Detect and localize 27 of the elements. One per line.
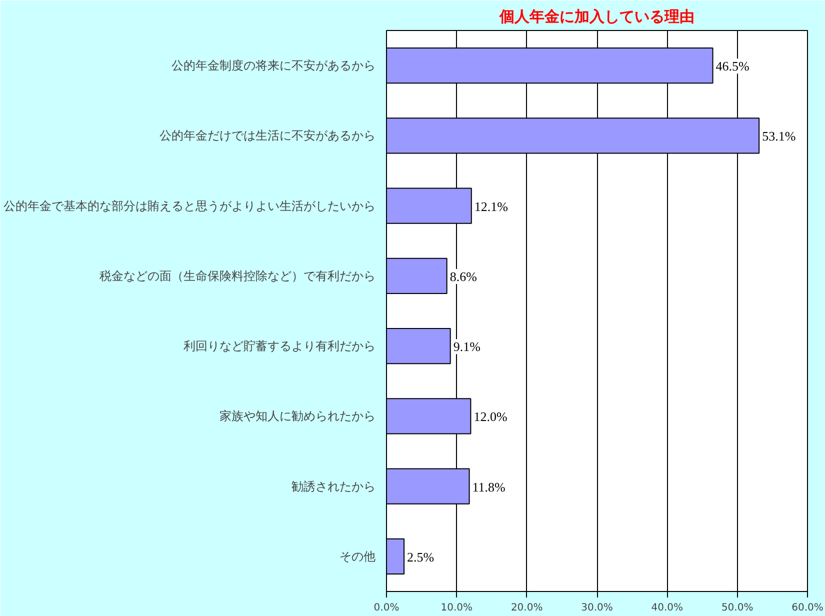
bar <box>386 328 451 364</box>
bar <box>386 258 448 294</box>
y-tick-label: 勧誘されたから <box>292 479 376 494</box>
data-label: 12.0% <box>474 409 508 424</box>
y-tick-label: 税金などの面（生命保険料控除など）で有利だから <box>100 268 376 283</box>
data-label: 11.8% <box>472 479 506 494</box>
y-tick-label: 公的年金で基本的な部分は賄えると思うがよりよい生活がしたいから <box>4 198 376 213</box>
data-label: 2.5% <box>407 549 434 564</box>
x-tick-label: 10.0% <box>440 602 473 614</box>
x-tick-label: 60.0% <box>792 602 824 614</box>
bar <box>386 538 405 574</box>
x-tick-label: 20.0% <box>510 602 543 614</box>
data-label: 9.1% <box>453 339 481 354</box>
y-tick-label: 公的年金制度の将来に不安があるから <box>172 58 376 73</box>
data-label: 53.1% <box>762 128 796 144</box>
chart-title: 個人年金に加入している理由 <box>498 8 694 26</box>
data-label: 12.1% <box>474 198 508 214</box>
data-label: 8.6% <box>450 268 478 284</box>
x-tick-label: 30.0% <box>581 602 613 614</box>
x-tick-label: 0.0% <box>374 602 400 614</box>
data-label: 46.5% <box>716 58 750 74</box>
y-tick-label: 利回りなど貯蓄するより有利だから <box>184 339 376 354</box>
x-tick-label: 50.0% <box>721 602 754 614</box>
y-tick-label: その他 <box>340 549 376 564</box>
y-tick-label: 公的年金だけでは生活に不安があるから <box>160 128 376 143</box>
y-tick-label: 家族や知人に勧められたから <box>220 409 376 424</box>
x-tick-label: 40.0% <box>651 602 684 614</box>
